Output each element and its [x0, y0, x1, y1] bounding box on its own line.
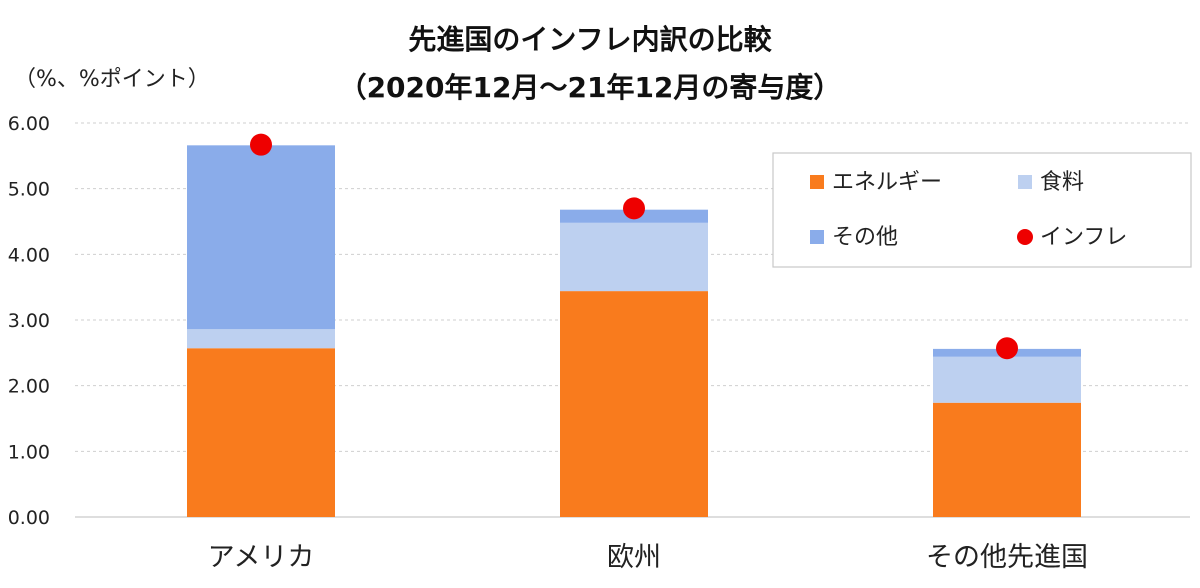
legend-marker-inflation [1017, 229, 1033, 245]
x-axis-labels: アメリカ 欧州 その他先進国 [208, 542, 1088, 573]
bar-segment-food [187, 329, 335, 349]
legend-swatch-other [810, 230, 824, 244]
legend-label-energy: エネルギー [832, 170, 942, 195]
legend: エネルギー 食料 その他 インフレ [772, 152, 1192, 268]
inflation-marker [250, 133, 272, 156]
y-tick-label: 4.00 [8, 244, 50, 266]
y-tick-label: 0.00 [8, 507, 50, 529]
y-tick-label: 2.00 [8, 376, 50, 398]
y-tick-label: 3.00 [8, 310, 50, 332]
legend-swatch-energy [810, 175, 824, 189]
chart-subtitle: （2020年12月～21年12月の寄与度） [339, 71, 842, 104]
inflation-markers [250, 133, 1018, 360]
bar-segment-other [187, 145, 335, 330]
legend-label-food: 食料 [1040, 170, 1084, 195]
legend-label-inflation: インフレ [1040, 225, 1127, 250]
chart-title: 先進国のインフレ内訳の比較 [408, 23, 772, 56]
inflation-marker [623, 197, 645, 220]
y-axis-ticks: 0.00 1.00 2.00 3.00 4.00 5.00 6.00 [8, 113, 50, 529]
y-axis-unit-label: （%、%ポイント） [14, 67, 210, 92]
x-category-label: その他先進国 [926, 542, 1088, 573]
y-tick-label: 6.00 [8, 113, 50, 135]
legend-swatch-food [1018, 175, 1032, 189]
y-tick-label: 5.00 [8, 179, 50, 201]
bar-segment-energy [187, 348, 335, 517]
y-tick-label: 1.00 [8, 441, 50, 463]
bar-segment-energy [933, 402, 1081, 517]
inflation-marker [996, 337, 1018, 360]
legend-frame [772, 152, 1192, 268]
bar-segment-food [933, 356, 1081, 403]
x-category-label: 欧州 [607, 542, 661, 573]
bar-segment-energy [560, 291, 708, 517]
x-category-label: アメリカ [208, 542, 315, 573]
bars [187, 145, 1081, 517]
bar-segment-food [560, 222, 708, 292]
legend-label-other: その他 [832, 225, 898, 250]
